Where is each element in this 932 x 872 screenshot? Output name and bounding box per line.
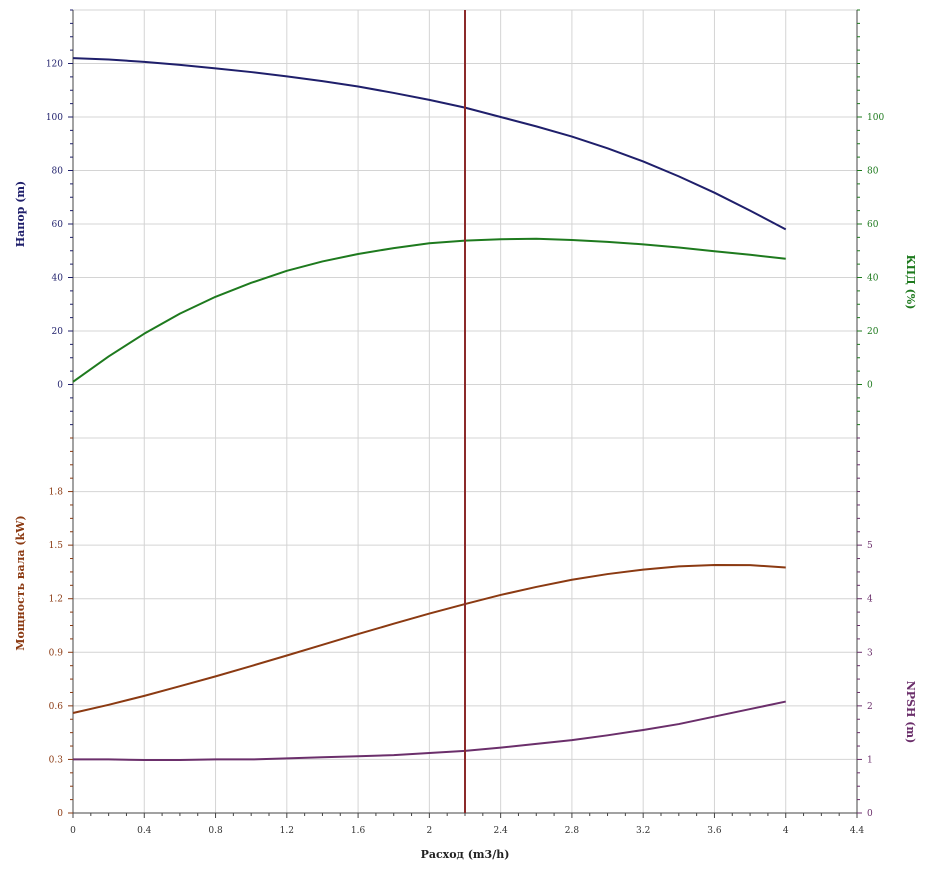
head-tick-label: 100	[46, 113, 63, 123]
power-tick-label: 1.2	[49, 595, 63, 605]
npsh-tick-label: 4	[867, 595, 873, 605]
x-tick-label: 3.6	[707, 826, 722, 836]
x-tick-label: 0.8	[208, 826, 223, 836]
x-tick-label: 2.8	[565, 826, 580, 836]
x-tick-label: 3.2	[636, 826, 650, 836]
x-axis-title: Расход (m3/h)	[421, 848, 510, 861]
x-tick-label: 2.4	[493, 826, 508, 836]
efficiency-tick-label: 40	[867, 274, 879, 284]
npsh-curve	[73, 700, 786, 761]
x-tick-label: 1.2	[280, 826, 294, 836]
x-tick-label: 0.4	[137, 826, 152, 836]
power-curve	[72, 563, 786, 714]
head-axis-title: Напор (m)	[14, 181, 27, 247]
efficiency-tick-label: 100	[867, 113, 884, 123]
x-tick-label: 4	[783, 826, 789, 836]
power-tick-label: 1.5	[49, 541, 64, 551]
head-tick-label: 80	[52, 167, 64, 177]
x-tick-label: 1.6	[351, 826, 366, 836]
efficiency-tick-label: 80	[867, 167, 879, 177]
x-tick-label: 2	[426, 826, 432, 836]
x-tick-label: 0	[70, 826, 76, 836]
efficiency-tick-label: 20	[867, 327, 879, 337]
npsh-tick-label: 3	[867, 648, 873, 658]
head-tick-label: 40	[52, 274, 64, 284]
head-tick-label: 60	[52, 220, 64, 230]
head-tick-label: 0	[57, 381, 63, 391]
efficiency-tick-label: 0	[867, 381, 873, 391]
head-curve	[72, 57, 787, 231]
x-tick-label: 4.4	[850, 826, 865, 836]
axis-labels: 0 0.4 0.8 1.2 1.6 2 2.4 2.8 3.2 3.6 4 4.40204060801…	[46, 60, 885, 837]
power-tick-label: 1.8	[49, 488, 64, 498]
head-tick-label: 20	[52, 327, 64, 337]
power-tick-label: 0	[57, 809, 63, 819]
npsh-axis-title: NPSH (m)	[904, 681, 917, 744]
efficiency-tick-label: 60	[867, 220, 879, 230]
power-axis-title: Мощность вала (kW)	[14, 515, 27, 650]
power-tick-label: 0.9	[49, 648, 64, 658]
npsh-tick-label: 5	[867, 541, 873, 551]
efficiency-axis-title: КПД (%)	[904, 255, 917, 310]
series	[72, 10, 787, 813]
head-tick-label: 120	[46, 60, 63, 70]
npsh-tick-label: 0	[867, 809, 873, 819]
efficiency-curve	[72, 237, 786, 383]
power-tick-label: 0.6	[49, 702, 64, 712]
npsh-tick-label: 1	[867, 755, 873, 765]
npsh-tick-label: 2	[867, 702, 873, 712]
power-tick-label: 0.3	[49, 755, 64, 765]
